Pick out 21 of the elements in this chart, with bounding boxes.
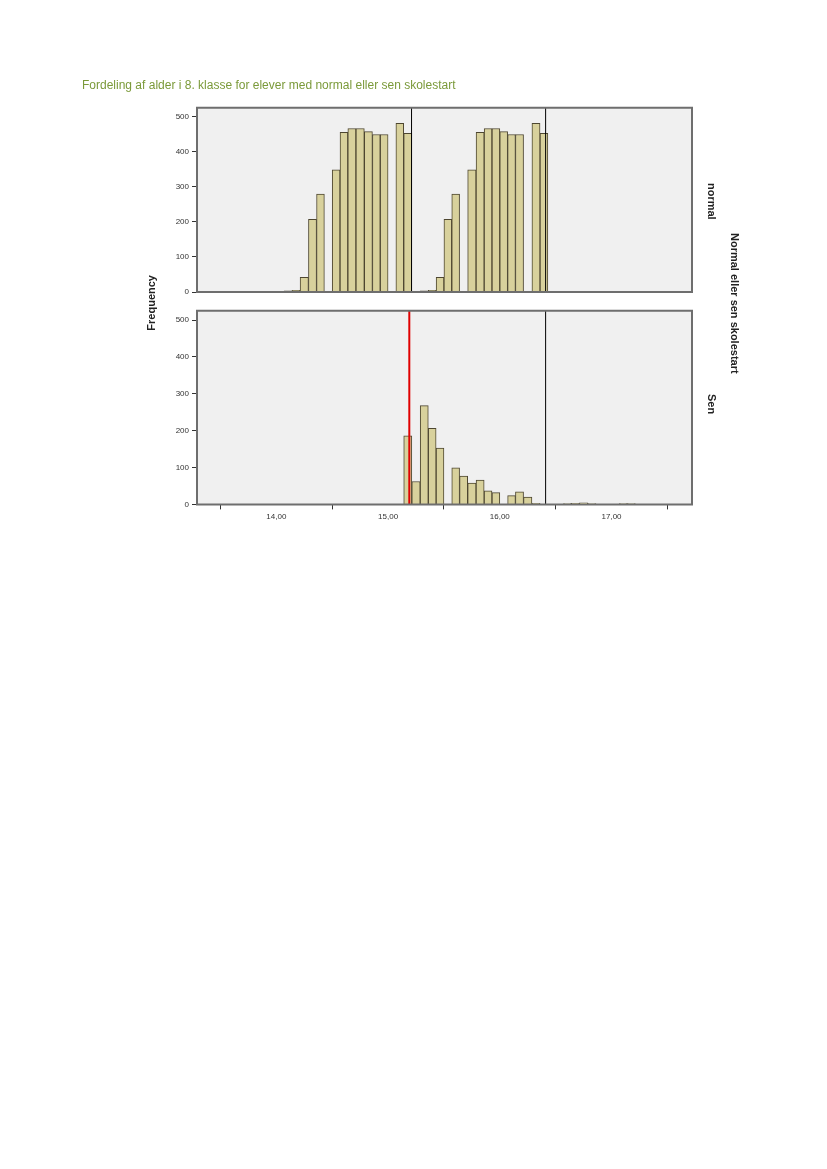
x-tick-label: 15,00 <box>378 512 399 522</box>
y-tick-label: 400 <box>175 352 190 362</box>
y2-axis-title: normal <box>706 183 718 220</box>
x-tick-label: 17,00 <box>601 512 623 522</box>
y-tick-label: 0 <box>184 287 190 297</box>
y-tick-label: 0 <box>184 499 190 509</box>
y-tick-label: 300 <box>175 388 190 398</box>
y-tick-label: 500 <box>175 111 190 121</box>
y-tick-label: 500 <box>175 315 190 325</box>
text: Normal eller sen skolestart <box>729 232 741 374</box>
x-tick-label: 14,00 <box>266 512 287 522</box>
y-tick-label: 100 <box>175 462 190 472</box>
y-tick-label: 200 <box>175 217 190 227</box>
x-tick-label: 16,00 <box>489 512 511 522</box>
chart-title: Fordeling af alder i 8. klasse for elever med normal eller sen skolestart <box>82 78 456 92</box>
y-axis-title: Frequency <box>145 275 157 331</box>
y-tick-label: 200 <box>175 425 190 435</box>
y-tick-label: 300 <box>175 181 190 191</box>
y2-axis-title: Sen <box>706 394 718 415</box>
y-tick-label: 100 <box>175 252 190 262</box>
y-tick-label: 400 <box>175 146 190 156</box>
